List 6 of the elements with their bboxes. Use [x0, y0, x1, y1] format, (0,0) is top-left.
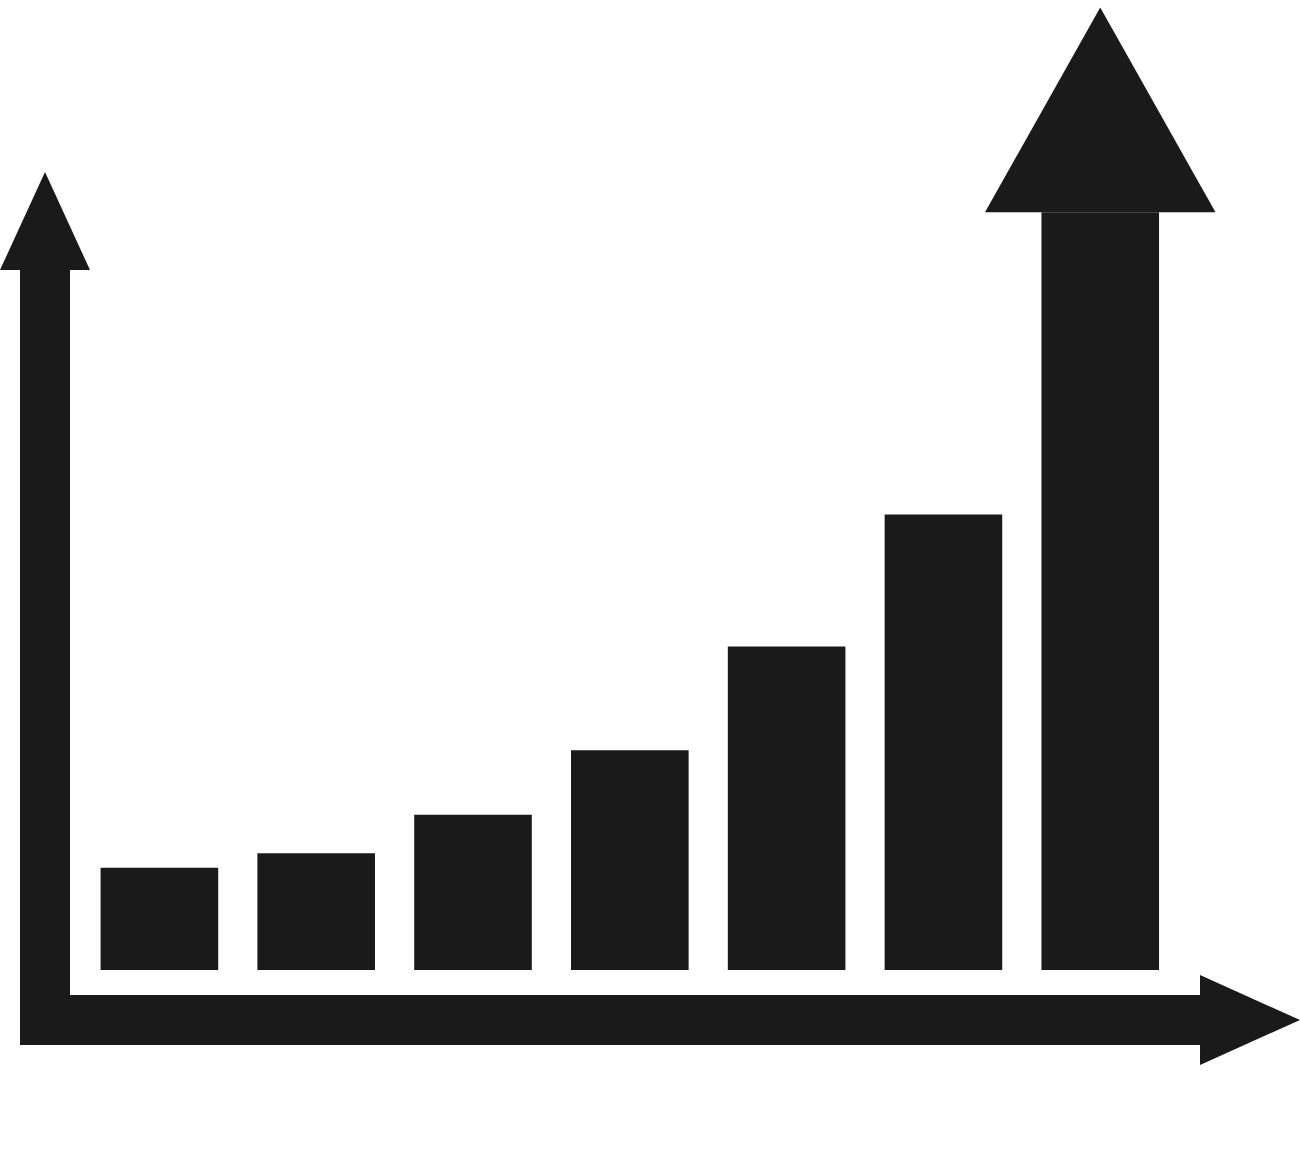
bar — [571, 750, 689, 971]
bar — [884, 514, 1003, 971]
bar — [414, 814, 532, 971]
bar — [727, 646, 846, 971]
bar — [100, 867, 219, 971]
bar — [257, 853, 375, 971]
